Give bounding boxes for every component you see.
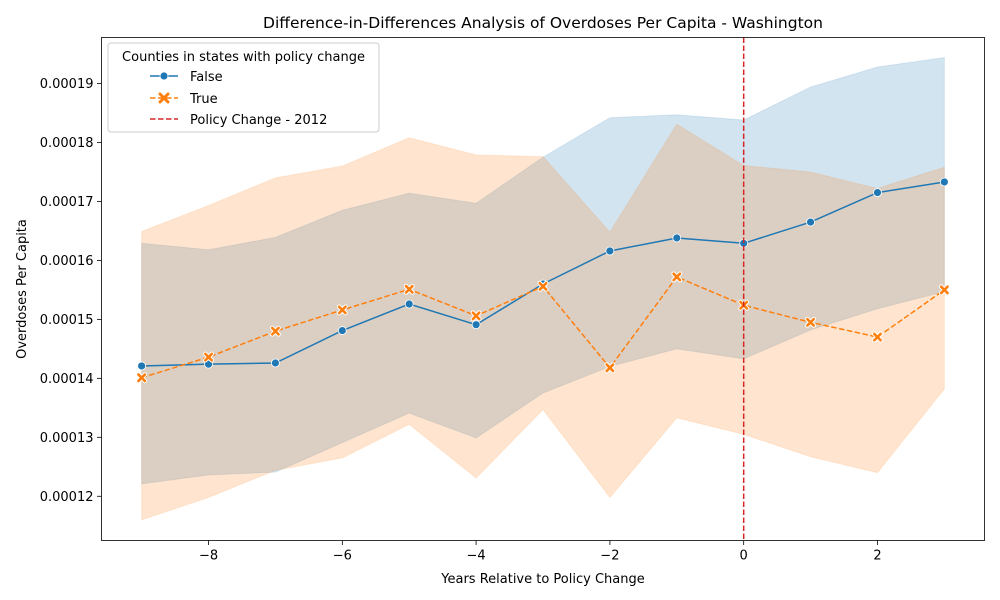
- y-axis-label: Overdoses Per Capita: [15, 219, 30, 359]
- legend-box: [107, 42, 380, 133]
- y-tick-label: 0.00012: [40, 490, 94, 505]
- x-tick-label: −4: [467, 549, 486, 564]
- legend-title: Counties in states with policy change: [122, 50, 365, 65]
- x-tick-label: −8: [199, 549, 218, 564]
- data-point-false: [471, 320, 481, 330]
- x-axis: −8 −6 −4 −2 0 2: [199, 540, 882, 564]
- x-axis-label: Years Relative to Policy Change: [440, 572, 644, 587]
- legend: Counties in states with policy change Fa…: [107, 42, 380, 133]
- data-point-true: [672, 272, 682, 282]
- chart-title: Difference-in-Differences Analysis of Ov…: [263, 14, 823, 32]
- data-point-true: [939, 285, 949, 295]
- y-tick-label: 0.00016: [40, 254, 94, 269]
- data-point-true: [806, 317, 816, 327]
- data-point-false: [939, 177, 949, 187]
- data-point-true: [137, 373, 147, 383]
- plot-frame: [101, 37, 985, 541]
- data-point-false: [672, 233, 682, 243]
- data-point-true: [872, 332, 882, 342]
- data-point-true: [538, 281, 548, 291]
- data-point-true: [605, 363, 615, 373]
- data-point-true: [337, 305, 347, 315]
- data-point-true: [204, 352, 214, 362]
- data-point-false: [271, 358, 280, 368]
- legend-true-marker: [158, 92, 170, 104]
- data-point-false: [806, 217, 815, 227]
- y-tick-label: 0.00018: [40, 136, 94, 151]
- y-axis: 0.00012 0.00013 0.00014 0.00015 0.00016 0.000…: [40, 77, 102, 505]
- data-point-false: [873, 188, 882, 197]
- data-point-true: [404, 284, 414, 294]
- data-point-false: [337, 326, 347, 335]
- y-tick-label: 0.00013: [40, 431, 94, 446]
- data-point-true: [471, 311, 481, 321]
- legend-policy-label: Policy Change - 2012: [190, 113, 327, 128]
- data-point-false: [404, 299, 414, 309]
- legend-true-label: True: [189, 92, 218, 107]
- data-point-false: [137, 361, 147, 371]
- x-tick-label: 0: [740, 549, 748, 564]
- y-tick-label: 0.00014: [40, 372, 94, 387]
- y-tick-label: 0.00019: [40, 77, 94, 92]
- plot-area: [136, 37, 950, 541]
- x-tick-label: 2: [873, 549, 881, 564]
- x-tick-label: −6: [333, 549, 352, 564]
- data-point-true: [270, 326, 280, 336]
- data-point-false: [605, 246, 615, 256]
- y-tick-label: 0.00015: [40, 313, 94, 328]
- legend-false-marker: [159, 71, 169, 81]
- x-tick-label: −2: [600, 549, 619, 564]
- y-tick-label: 0.00017: [40, 195, 94, 210]
- legend-false-label: False: [190, 70, 223, 85]
